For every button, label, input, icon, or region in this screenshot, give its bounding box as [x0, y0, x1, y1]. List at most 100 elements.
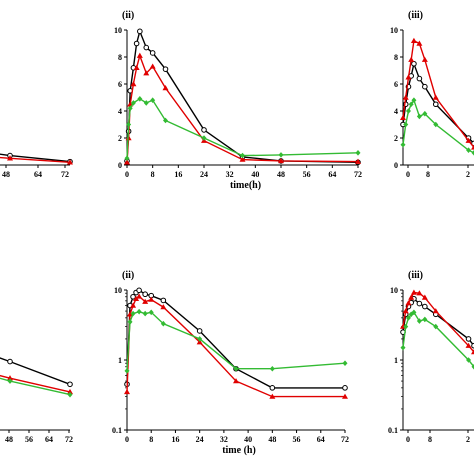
data-point	[269, 393, 276, 399]
data-point	[124, 388, 130, 395]
data-point	[130, 310, 136, 317]
data-point	[408, 56, 415, 62]
x-tick-label: 24	[200, 170, 208, 179]
x-tick-label: 56	[25, 435, 33, 444]
data-point	[162, 85, 169, 91]
data-point	[150, 97, 156, 103]
x-tick-label: 16	[174, 170, 182, 179]
y-tick-label: 10	[390, 286, 398, 295]
data-point	[136, 52, 143, 58]
x-tick-label: 2	[466, 435, 470, 444]
data-point	[421, 294, 428, 300]
data-point	[239, 156, 246, 162]
data-point	[471, 342, 474, 349]
data-point	[355, 150, 361, 156]
data-point	[137, 96, 143, 102]
data-point	[124, 159, 130, 165]
data-point	[130, 100, 136, 106]
data-point	[465, 342, 472, 348]
chart-panel-1: 48 64 72	[0, 152, 73, 179]
y-tick-label: 0	[118, 161, 122, 170]
data-point	[269, 385, 276, 391]
data-point	[130, 81, 137, 87]
data-point	[142, 291, 148, 298]
data-point	[402, 94, 409, 100]
y-tick-label: 4	[394, 107, 398, 116]
data-point	[422, 303, 428, 310]
x-tick-label: 16	[171, 435, 179, 444]
series-line-3	[126, 97, 359, 159]
y-tick-label: 6	[394, 80, 398, 89]
x-tick-label: 32	[220, 435, 228, 444]
x-tick-label: 64	[34, 170, 42, 179]
data-point	[432, 308, 439, 314]
data-point	[400, 141, 406, 148]
data-point	[405, 300, 412, 306]
data-point	[201, 127, 207, 133]
data-point	[411, 309, 417, 316]
data-point	[126, 121, 132, 128]
data-point	[196, 328, 203, 334]
data-point	[130, 293, 136, 300]
data-point	[403, 121, 409, 128]
data-point	[416, 40, 423, 46]
data-point	[160, 304, 167, 310]
data-point	[67, 391, 73, 398]
data-point	[124, 368, 130, 374]
data-point	[160, 320, 166, 327]
data-point	[67, 381, 73, 388]
data-point	[405, 74, 412, 80]
x-tick-label: 64	[45, 435, 53, 444]
data-point	[127, 105, 133, 112]
data-point	[149, 50, 156, 56]
data-point	[416, 113, 422, 120]
y-tick-label: 1	[394, 356, 398, 365]
data-point	[400, 344, 406, 351]
data-point	[233, 365, 239, 372]
series-line-3	[402, 98, 474, 154]
data-point	[278, 157, 284, 164]
data-point	[142, 298, 149, 304]
data-point	[421, 56, 428, 62]
x-tick-label: 0	[125, 435, 129, 444]
x-tick-label: 72	[65, 435, 73, 444]
series-line-3	[126, 310, 346, 371]
x-tick-label: 72	[354, 170, 362, 179]
data-point	[422, 316, 428, 323]
data-point	[136, 293, 143, 299]
x-tick-label: 56	[303, 170, 311, 179]
data-point	[67, 388, 73, 395]
x-tick-label: 48	[268, 435, 276, 444]
x-tick-label: 72	[61, 170, 69, 179]
data-point	[142, 310, 148, 317]
data-point	[127, 311, 134, 317]
series-line-1	[402, 297, 474, 347]
data-point	[422, 83, 428, 90]
data-point	[143, 70, 150, 76]
data-point	[410, 37, 417, 43]
data-point	[471, 363, 474, 370]
data-point	[416, 290, 423, 296]
data-point	[136, 287, 142, 294]
y-tick-label: 4	[118, 107, 122, 116]
y-tick-label: 8	[118, 53, 122, 62]
x-tick-label: 2	[466, 170, 470, 179]
data-point	[240, 152, 245, 159]
x-tick-label: 64	[317, 435, 325, 444]
chart-panel-4: 48 56 64 72	[0, 357, 73, 444]
data-point	[162, 66, 169, 72]
panel-label: (ii)	[122, 10, 134, 21]
data-point	[124, 155, 130, 162]
x-tick-label: 8	[151, 170, 155, 179]
y-tick-label: 0.1	[388, 426, 398, 435]
data-point	[466, 147, 472, 153]
data-point	[278, 152, 284, 158]
data-point	[7, 155, 13, 161]
data-point	[196, 339, 203, 345]
data-point	[163, 117, 168, 124]
panel-label: (iii)	[408, 10, 423, 21]
data-point	[408, 101, 414, 108]
chart-panel-3: 0 8 2 0 2 4 6 8 10 (iii)	[390, 10, 474, 179]
data-point	[342, 385, 348, 391]
